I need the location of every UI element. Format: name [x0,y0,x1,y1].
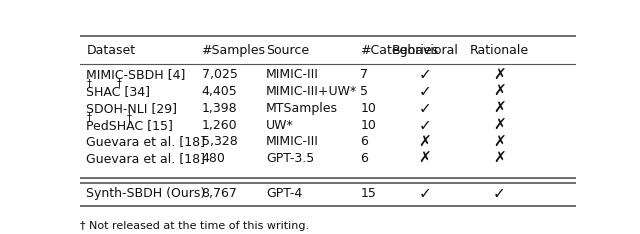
Text: ✗: ✗ [419,151,431,166]
Text: 5: 5 [360,85,368,98]
Text: 6: 6 [360,135,368,148]
Text: 10: 10 [360,102,376,115]
Text: 5,328: 5,328 [202,135,237,148]
Text: ✓: ✓ [419,118,431,133]
Text: ✗: ✗ [419,135,431,150]
Text: 15: 15 [360,187,376,200]
Text: Guevara et al. [18]: Guevara et al. [18] [86,152,205,165]
Text: ✓: ✓ [419,101,431,116]
Text: Synth-SBDH (Ours): Synth-SBDH (Ours) [86,187,205,200]
Text: #Samples: #Samples [202,44,266,57]
Text: MTSamples: MTSamples [266,102,338,115]
Text: 480: 480 [202,152,225,165]
Text: MIMIC-SBDH [4]: MIMIC-SBDH [4] [86,68,186,81]
Text: 10: 10 [360,119,376,132]
Text: ✗: ✗ [493,118,506,133]
Text: MIMIC-III: MIMIC-III [266,135,319,148]
Text: 4,405: 4,405 [202,85,237,98]
Text: †: † [117,79,122,89]
Text: SHAC [34]: SHAC [34] [86,85,150,98]
Text: 7,025: 7,025 [202,68,237,81]
Text: MIMIC-III+UW*: MIMIC-III+UW* [266,85,357,98]
Text: ✗: ✗ [493,101,506,116]
Text: †: † [86,79,92,89]
Text: †: † [127,112,132,122]
Text: 8,767: 8,767 [202,187,237,200]
Text: ✗: ✗ [493,84,506,99]
Text: Behavioral: Behavioral [391,44,458,57]
Text: SDOH-NLI [29]: SDOH-NLI [29] [86,102,177,115]
Text: ✓: ✓ [419,67,431,82]
Text: ✗: ✗ [493,135,506,150]
Text: UW*: UW* [266,119,294,132]
Text: †: † [86,112,92,122]
Text: ✓: ✓ [493,186,506,201]
Text: 1,398: 1,398 [202,102,237,115]
Text: MIMIC-III: MIMIC-III [266,68,319,81]
Text: GPT-4: GPT-4 [266,187,302,200]
Text: ✓: ✓ [419,186,431,201]
Text: † Not released at the time of this writing.: † Not released at the time of this writi… [80,221,309,231]
Text: Rationale: Rationale [470,44,529,57]
Text: 7: 7 [360,68,368,81]
Text: Dataset: Dataset [86,44,136,57]
Text: ✓: ✓ [419,84,431,99]
Text: ✗: ✗ [493,151,506,166]
Text: 1,260: 1,260 [202,119,237,132]
Text: PedSHAC [15]: PedSHAC [15] [86,119,173,132]
Text: Source: Source [266,44,309,57]
Text: ✗: ✗ [493,67,506,82]
Text: 6: 6 [360,152,368,165]
Text: #Categories: #Categories [360,44,438,57]
Text: GPT-3.5: GPT-3.5 [266,152,314,165]
Text: Guevara et al. [18]: Guevara et al. [18] [86,135,205,148]
